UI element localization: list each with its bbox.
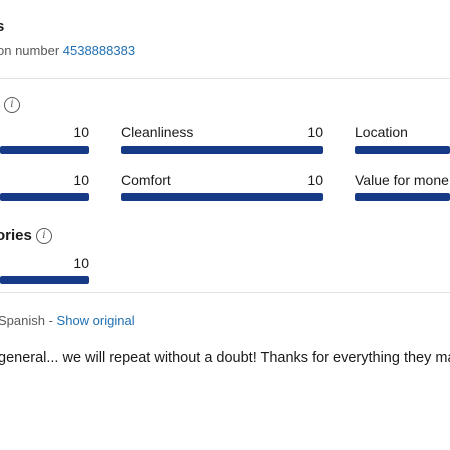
category-bar-fill-cleanliness xyxy=(121,146,323,154)
category-bar-fill-comfort xyxy=(121,193,323,201)
category-score-cleanliness: 10 xyxy=(307,124,323,140)
subsection-title: ories xyxy=(0,227,32,244)
category-bar-fill-location xyxy=(355,146,450,154)
booking-info: on number 4538888383 xyxy=(0,43,135,58)
category-score-comfort: 10 xyxy=(307,172,323,188)
booking-number-link[interactable]: 4538888383 xyxy=(62,43,136,58)
divider-top xyxy=(0,78,450,79)
translation-separator: - xyxy=(44,313,57,328)
category-bar-fill-4 xyxy=(0,193,89,201)
category-bar-1 xyxy=(0,146,89,154)
review-title: s xyxy=(0,18,5,35)
subsection-bar-fill xyxy=(0,276,89,284)
category-label-value: Value for mone xyxy=(355,172,449,188)
show-original-link[interactable]: Show original xyxy=(56,313,135,328)
category-bar-4 xyxy=(0,193,89,201)
booking-prefix: on number xyxy=(0,43,63,58)
subsection-bar xyxy=(0,276,89,284)
category-score-4: 10 xyxy=(73,172,89,188)
category-bar-fill-value xyxy=(355,193,450,201)
info-icon[interactable]: i xyxy=(36,228,52,244)
category-bar-fill-1 xyxy=(0,146,89,154)
review-text: general... we will repeat without a doub… xyxy=(0,350,450,366)
translation-notice: Spanish - Show original xyxy=(0,313,135,328)
category-label-cleanliness: Cleanliness xyxy=(121,124,194,140)
translation-language: Spanish xyxy=(0,313,45,328)
category-label-location: Location xyxy=(355,124,408,140)
info-icon[interactable]: i xyxy=(4,97,20,113)
category-bar-value xyxy=(355,193,450,201)
category-bar-comfort xyxy=(121,193,323,201)
category-score-1: 10 xyxy=(73,124,89,140)
category-bar-cleanliness xyxy=(121,146,323,154)
divider-bottom xyxy=(0,292,450,293)
subsection-score: 10 xyxy=(73,255,89,271)
category-bar-location xyxy=(355,146,450,154)
category-label-comfort: Comfort xyxy=(121,172,171,188)
